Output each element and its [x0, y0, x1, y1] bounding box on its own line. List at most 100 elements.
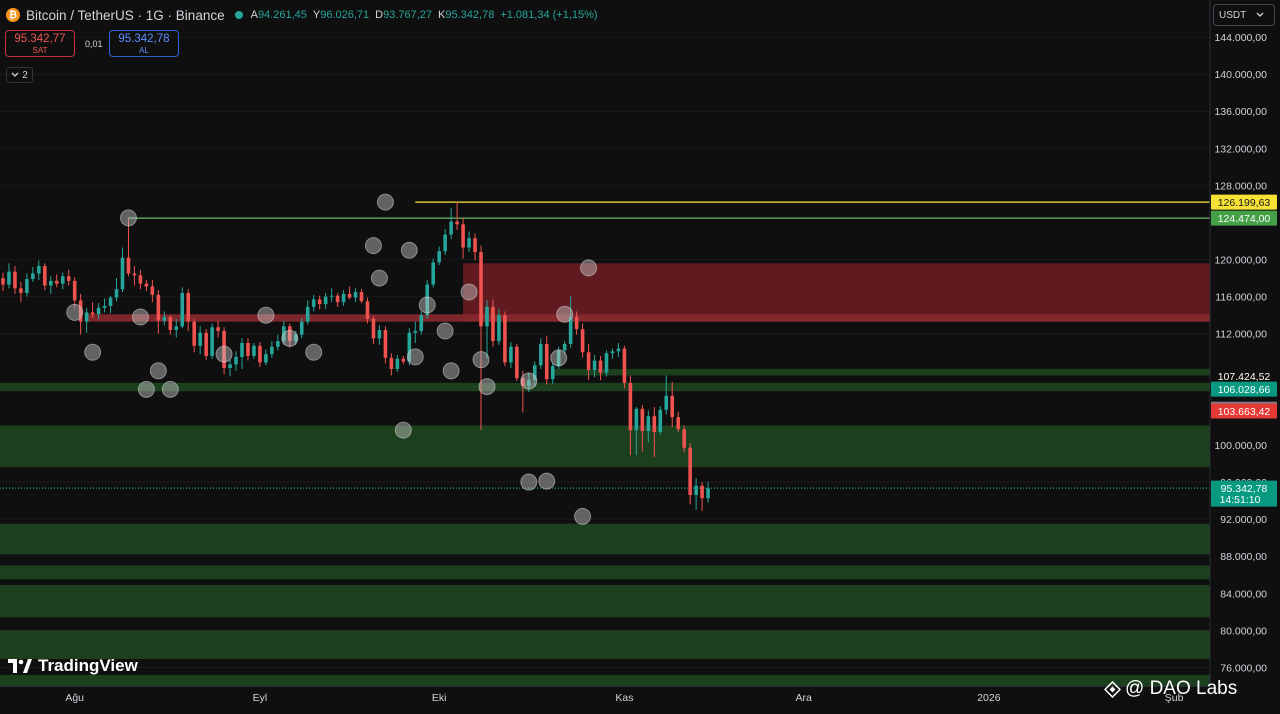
symbol-header: ₿ Bitcoin / TetherUS · 1G · Binance A94.…	[6, 6, 598, 24]
candle	[419, 311, 424, 335]
price-badge-label: 95.342,78	[1221, 483, 1268, 495]
candle-body	[258, 345, 262, 363]
candle	[359, 289, 364, 304]
chevron-down-icon	[1256, 12, 1264, 17]
pivot-marker	[215, 345, 233, 363]
candle	[335, 292, 340, 307]
candle-body	[688, 447, 692, 496]
pivot-marker	[137, 380, 155, 398]
candle-body	[521, 378, 525, 386]
candle	[186, 289, 191, 331]
candle-body	[604, 353, 609, 373]
candle-body	[473, 238, 477, 253]
candle	[676, 411, 680, 432]
candle-body	[586, 352, 591, 370]
candle-body	[246, 343, 250, 356]
sell-button[interactable]: 95.342,77 SAT	[5, 30, 75, 57]
price-tick-label: 136.000,00	[1214, 106, 1267, 118]
price-tick-label: 92.000,00	[1220, 514, 1267, 526]
candle	[521, 370, 525, 413]
zone-band	[0, 674, 1210, 687]
candle-body	[377, 330, 382, 339]
candle-body	[359, 292, 364, 302]
candle-body	[228, 364, 232, 369]
pivot-marker	[550, 349, 568, 367]
candle-body	[485, 306, 489, 327]
pivot-marker	[538, 472, 556, 490]
price-tick-label: 128.000,00	[1214, 180, 1267, 192]
candle-body	[108, 297, 113, 306]
pivot-marker	[364, 237, 382, 255]
candle-body	[168, 317, 173, 331]
candle-body	[216, 327, 220, 331]
pivot-marker	[436, 322, 454, 340]
candle	[353, 288, 358, 303]
candle-body	[102, 305, 107, 308]
candle	[168, 315, 173, 335]
symbol-title[interactable]: Bitcoin / TetherUS · 1G · Binance	[26, 7, 225, 23]
price-badge-label: 106.028,66	[1218, 384, 1271, 396]
time-tick-label: Kas	[615, 692, 633, 704]
candle	[240, 338, 244, 369]
candle-body	[317, 299, 322, 305]
candle	[341, 290, 346, 306]
candle	[84, 307, 89, 333]
candle	[13, 266, 17, 294]
price-tick-label: 112.000,00	[1215, 329, 1267, 341]
candle-body	[395, 358, 400, 369]
candle	[138, 269, 143, 290]
candle-body	[1, 278, 5, 285]
candle-body	[72, 280, 77, 301]
candle	[276, 334, 280, 351]
candle-body	[311, 299, 316, 307]
candle	[509, 342, 513, 369]
candle	[180, 287, 185, 329]
pivot-marker	[161, 380, 179, 398]
candle	[162, 311, 167, 326]
indicators-count: 2	[22, 69, 28, 81]
buy-button[interactable]: 95.342,78 AL	[109, 30, 179, 57]
zone-band	[463, 263, 1210, 322]
tradingview-logo[interactable]: TradingView	[8, 656, 138, 676]
candle	[156, 290, 161, 334]
price-badge: 103.663,42	[1211, 403, 1277, 419]
price-badge-label: 103.663,42	[1218, 406, 1271, 418]
candle	[646, 410, 651, 443]
pivot-marker	[305, 343, 323, 361]
candle	[198, 326, 202, 355]
candle	[114, 278, 119, 302]
pivot-marker	[460, 283, 478, 301]
candle	[108, 295, 113, 314]
currency-select[interactable]: USDT	[1213, 4, 1275, 26]
candle	[634, 406, 639, 456]
candle-body	[610, 351, 615, 354]
candle-body	[84, 312, 89, 322]
candle	[264, 349, 268, 366]
candle-body	[479, 252, 483, 327]
pivot-marker	[370, 269, 388, 287]
candle-body	[407, 332, 412, 362]
candle	[610, 348, 615, 359]
candle-body	[538, 343, 543, 366]
candle	[347, 286, 352, 300]
ohlc-label: K	[438, 9, 446, 21]
pivot-marker	[574, 507, 592, 525]
candle	[60, 272, 65, 290]
candle-body	[341, 293, 346, 303]
zone-band	[552, 368, 1210, 376]
candle-body	[532, 365, 537, 381]
candle	[443, 228, 447, 255]
candle	[485, 300, 489, 359]
indicators-toggle-button[interactable]: 2	[6, 67, 33, 83]
candle-body	[694, 485, 698, 496]
candle	[604, 350, 609, 377]
candle	[592, 355, 597, 378]
candle-body	[419, 315, 424, 331]
candle	[479, 245, 483, 431]
candle-body	[592, 360, 597, 370]
pivot-marker	[580, 259, 598, 277]
price-badge-bg	[1211, 194, 1277, 210]
candle-body	[700, 485, 704, 499]
candle	[72, 277, 77, 308]
